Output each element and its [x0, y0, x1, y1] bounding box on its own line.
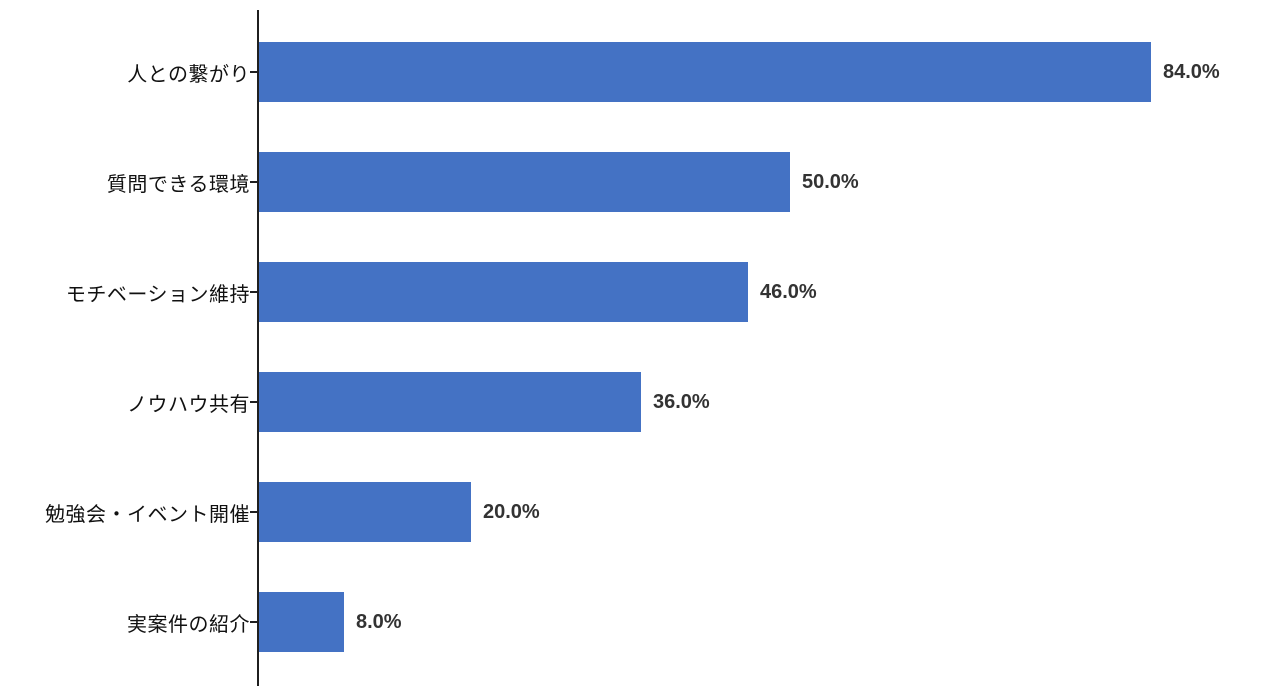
bar-area: 46.0%: [259, 237, 1280, 347]
bar-area: 8.0%: [259, 567, 1280, 677]
y-axis-line: [257, 10, 259, 686]
bar: [259, 152, 790, 212]
category-label: ノウハウ共有: [127, 393, 250, 416]
value-label: 84.0%: [1163, 60, 1220, 83]
category-label: 質問できる環境: [106, 173, 250, 196]
bar-row: 質問できる環境 50.0%: [0, 127, 1280, 237]
bar: [259, 372, 641, 432]
bar-area: 36.0%: [259, 347, 1280, 457]
bar-row: 実案件の紹介 8.0%: [0, 567, 1280, 677]
bar: [259, 482, 471, 542]
value-label: 46.0%: [760, 280, 817, 303]
value-label: 50.0%: [802, 170, 859, 193]
value-label: 20.0%: [483, 500, 540, 523]
value-label: 8.0%: [356, 610, 402, 633]
category-label: モチベーション維持: [65, 283, 250, 306]
bar-row: モチベーション維持 46.0%: [0, 237, 1280, 347]
bar-area: 84.0%: [259, 17, 1280, 127]
bar-area: 20.0%: [259, 457, 1280, 567]
axis-tick: [250, 401, 257, 403]
bar: [259, 592, 344, 652]
axis-tick: [250, 71, 257, 73]
category-label: 勉強会・イベント開催: [45, 503, 250, 526]
axis-tick: [250, 511, 257, 513]
category-label: 人との繋がり: [127, 63, 250, 86]
bar-row: 勉強会・イベント開催 20.0%: [0, 457, 1280, 567]
category-label: 実案件の紹介: [127, 613, 250, 636]
bar-area: 50.0%: [259, 127, 1280, 237]
axis-tick: [250, 621, 257, 623]
bar-rows-container: 人との繋がり 84.0% 質問できる環境 50.0% モチベーション維持 46.…: [0, 17, 1280, 677]
axis-tick: [250, 181, 257, 183]
bar: [259, 262, 748, 322]
bar: [259, 42, 1151, 102]
bar-row: ノウハウ共有 36.0%: [0, 347, 1280, 457]
value-label: 36.0%: [653, 390, 710, 413]
bar-row: 人との繋がり 84.0%: [0, 17, 1280, 127]
axis-tick: [250, 291, 257, 293]
